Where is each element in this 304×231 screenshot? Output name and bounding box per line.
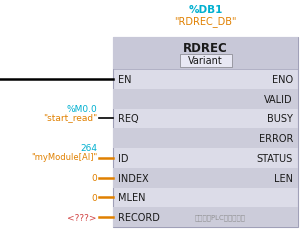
Text: <???>: <???> bbox=[67, 213, 97, 222]
FancyBboxPatch shape bbox=[113, 38, 298, 70]
Text: ENO: ENO bbox=[272, 75, 293, 85]
Text: Variant: Variant bbox=[188, 56, 223, 66]
FancyBboxPatch shape bbox=[113, 89, 298, 109]
FancyBboxPatch shape bbox=[113, 207, 298, 227]
Text: ERROR: ERROR bbox=[259, 134, 293, 143]
Text: "myModule[AI]": "myModule[AI]" bbox=[31, 153, 97, 162]
Text: RECORD: RECORD bbox=[118, 212, 160, 222]
Text: "RDREC_DB": "RDREC_DB" bbox=[174, 16, 237, 27]
Text: 264: 264 bbox=[80, 144, 97, 153]
Text: EN: EN bbox=[118, 75, 132, 85]
Text: 0: 0 bbox=[91, 193, 97, 202]
Text: 0: 0 bbox=[91, 173, 97, 182]
Text: %DB1: %DB1 bbox=[188, 5, 223, 15]
Text: %M0.0: %M0.0 bbox=[66, 104, 97, 113]
Text: 机器人及PLC自动化应用: 机器人及PLC自动化应用 bbox=[195, 214, 246, 220]
FancyBboxPatch shape bbox=[179, 55, 232, 68]
Text: VALID: VALID bbox=[264, 94, 293, 104]
Text: BUSY: BUSY bbox=[267, 114, 293, 124]
FancyBboxPatch shape bbox=[113, 168, 298, 188]
Text: "start_read": "start_read" bbox=[43, 112, 97, 121]
Text: MLEN: MLEN bbox=[118, 193, 146, 203]
Text: INDEX: INDEX bbox=[118, 173, 149, 183]
Text: LEN: LEN bbox=[274, 173, 293, 183]
FancyBboxPatch shape bbox=[113, 38, 298, 227]
FancyBboxPatch shape bbox=[113, 129, 298, 148]
Text: RDREC: RDREC bbox=[183, 41, 228, 54]
Text: REQ: REQ bbox=[118, 114, 139, 124]
Text: ID: ID bbox=[118, 153, 129, 163]
Text: STATUS: STATUS bbox=[257, 153, 293, 163]
